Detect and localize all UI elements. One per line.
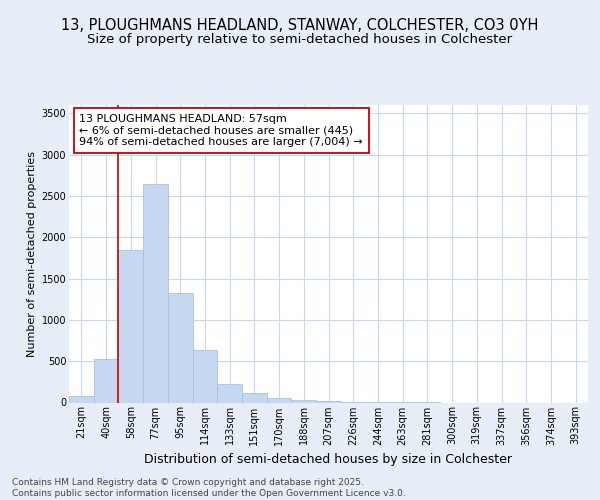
Bar — [193, 350, 217, 403]
Bar — [242, 394, 267, 402]
Text: 13, PLOUGHMANS HEADLAND, STANWAY, COLCHESTER, CO3 0YH: 13, PLOUGHMANS HEADLAND, STANWAY, COLCHE… — [61, 18, 539, 32]
Bar — [69, 396, 94, 402]
Bar — [118, 250, 143, 402]
Text: Size of property relative to semi-detached houses in Colchester: Size of property relative to semi-detach… — [88, 32, 512, 46]
Bar — [168, 294, 193, 403]
Bar — [94, 358, 118, 403]
Y-axis label: Number of semi-detached properties: Number of semi-detached properties — [28, 151, 37, 357]
Bar — [217, 384, 242, 402]
X-axis label: Distribution of semi-detached houses by size in Colchester: Distribution of semi-detached houses by … — [145, 453, 512, 466]
Text: 13 PLOUGHMANS HEADLAND: 57sqm
← 6% of semi-detached houses are smaller (445)
94%: 13 PLOUGHMANS HEADLAND: 57sqm ← 6% of se… — [79, 114, 363, 147]
Bar — [292, 400, 316, 402]
Text: Contains HM Land Registry data © Crown copyright and database right 2025.
Contai: Contains HM Land Registry data © Crown c… — [12, 478, 406, 498]
Bar — [143, 184, 168, 402]
Bar — [267, 398, 292, 402]
